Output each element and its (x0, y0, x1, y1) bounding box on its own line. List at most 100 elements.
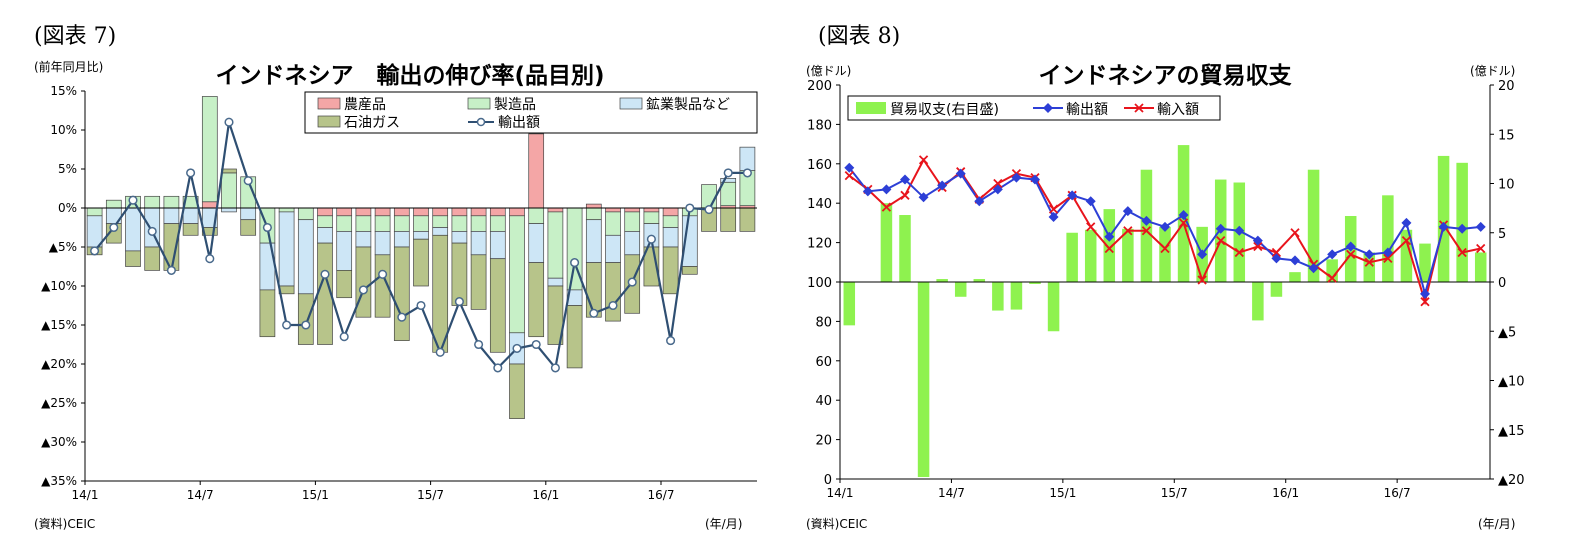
left-bar-segment (528, 223, 545, 263)
left-bar-segment (528, 133, 545, 209)
right-export-point (1141, 215, 1152, 226)
right-export-point (1030, 174, 1040, 185)
left-y-tick-label: ▲5% (49, 240, 77, 254)
left-export-point (474, 339, 484, 350)
left-bar-segment (182, 207, 199, 224)
left-export-point (666, 336, 676, 346)
right-export-point (1290, 255, 1300, 266)
left-bar-segment (393, 215, 410, 232)
right-import-point (1086, 222, 1096, 232)
right-balance-bar (917, 282, 930, 478)
right-import-point (1383, 253, 1393, 263)
left-bar-segment (605, 207, 621, 213)
left-export-point (550, 363, 560, 373)
left-bar-segment (393, 207, 410, 217)
left-bar-segment (163, 207, 180, 224)
left-bar-segment (413, 238, 429, 287)
left-bar-segment (240, 219, 257, 236)
left-bar-segment (336, 231, 353, 271)
right-import-point (1401, 235, 1412, 246)
right-y-right-tick-label: 15 (1498, 128, 1515, 143)
right-export-point (1234, 225, 1245, 236)
right-balance-bar (843, 282, 856, 326)
left-bar-segment (489, 215, 506, 232)
right-balance-bar (1010, 282, 1023, 310)
left-bar-segment (432, 215, 449, 228)
left-bar-segment (528, 207, 545, 224)
left-bar-segment (489, 231, 506, 260)
right-y-left-tick-label: 20 (815, 434, 832, 449)
right-import-point (1457, 247, 1467, 258)
left-export-point (243, 176, 253, 186)
left-export-point (704, 205, 714, 215)
left-bar-segment (144, 246, 161, 271)
right-balance-bar (1419, 243, 1431, 282)
left-bar-segment (163, 195, 180, 209)
left-unit-label: (前年同月比) (34, 60, 104, 74)
left-x-tick-label: 16/1 (532, 488, 559, 502)
right-export-point (918, 192, 929, 203)
right-chart-title: インドネシアの貿易収支 (1039, 63, 1293, 89)
right-export-point (1401, 217, 1412, 228)
right-x-tick-label: 15/1 (1049, 486, 1076, 500)
right-import-point (1271, 247, 1282, 258)
right-import-point (1123, 226, 1133, 236)
left-chart-title: インドネシア 輸出の伸び率(品目別) (215, 62, 604, 89)
left-export-point (205, 254, 215, 264)
left-bar-segment (355, 215, 372, 232)
right-export-point (1364, 249, 1375, 260)
left-x-unit: (年/月) (705, 517, 743, 531)
left-x-tick-label: 15/7 (417, 488, 444, 502)
left-bar-segment (605, 211, 621, 236)
left-export-point (531, 339, 541, 350)
left-bar-segment (201, 227, 218, 236)
left-bar-segment (86, 215, 103, 248)
left-x-tick-label: 15/1 (302, 488, 329, 502)
left-bar-segment (451, 242, 468, 306)
left-bar-segment (393, 231, 410, 248)
right-export-point (1085, 196, 1096, 207)
right-export-point (1252, 235, 1263, 246)
right-export-point (1457, 223, 1468, 234)
right-legend-swatch (856, 102, 886, 114)
left-bar-segment (528, 262, 545, 338)
right-balance-bar (1474, 252, 1487, 282)
left-bar-segment (489, 258, 506, 353)
left-bar-segment (470, 215, 487, 232)
right-import-point (1178, 218, 1189, 228)
right-export-point (1011, 172, 1022, 183)
left-bar-segment (605, 262, 621, 322)
right-balance-bar (936, 279, 948, 282)
left-source: (資料)CEIC (34, 517, 96, 531)
left-y-tick-label: ▲30% (41, 435, 77, 449)
right-export-point (881, 184, 892, 195)
left-bar-segment (355, 231, 372, 248)
left-legend-label: 石油ガス (344, 115, 400, 131)
right-export-point (1160, 221, 1170, 232)
right-export-point (937, 180, 948, 191)
left-bar-segment (125, 250, 141, 267)
right-export-point (1475, 221, 1486, 232)
left-bar-segment (297, 293, 314, 345)
left-bar-segment (509, 207, 525, 217)
right-balance-bar (1326, 259, 1338, 282)
left-bar-segment (374, 231, 391, 256)
right-y-right-tick-label: ▲20 (1498, 473, 1525, 488)
right-y-left-tick-label: 140 (807, 197, 832, 212)
left-bar-segment (393, 246, 410, 341)
right-y-left-tick-label: 180 (807, 118, 832, 133)
left-export-point (358, 285, 368, 295)
right-balance-bar (1270, 282, 1283, 297)
left-bar-segment (105, 199, 122, 209)
right-import-point (1197, 275, 1207, 285)
right-import-point (1476, 243, 1486, 254)
left-bar-segment (278, 211, 295, 287)
left-export-point (282, 320, 292, 330)
left-export-point (646, 234, 656, 244)
right-export-point (1382, 247, 1393, 258)
right-y-left-tick-label: 60 (815, 355, 832, 370)
left-export-point (742, 168, 752, 178)
left-x-tick-label: 14/1 (72, 488, 99, 502)
left-bar-segment (547, 211, 564, 279)
right-unit-right: (億ドル) (1470, 64, 1516, 78)
